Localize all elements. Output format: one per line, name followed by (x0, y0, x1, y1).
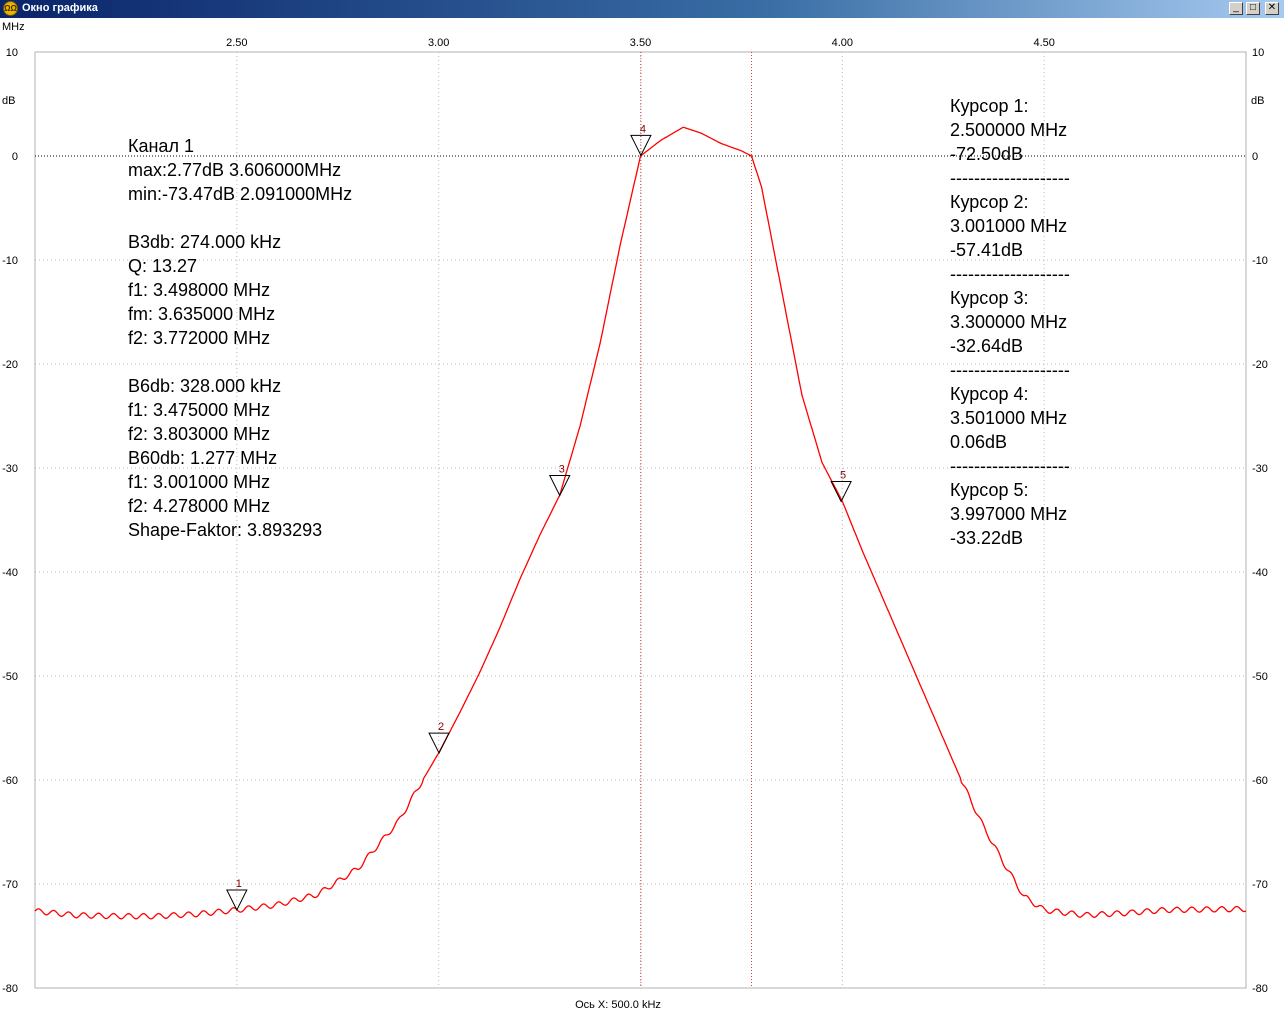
info-right-line: Курсор 1: (950, 96, 1029, 116)
info-right-line: 3.997000 MHz (950, 504, 1067, 524)
y-tick-label-left: -70 (2, 879, 18, 891)
y-unit-label-left: dB (2, 95, 15, 107)
cursor-marker-label: 2 (438, 721, 444, 733)
cursor-marker-label: 1 (236, 878, 242, 890)
info-left-line: min:-73.47dB 2.091000MHz (128, 184, 352, 204)
y-tick-label-right: -10 (1252, 255, 1268, 267)
info-panel: Канал 1 max:2.77dB 3.606000MHz min:-73.47d… (128, 96, 1070, 548)
x-tick-label: 4.50 (1033, 37, 1054, 49)
info-right-line: -------------------- (950, 360, 1070, 380)
info-left-line: f1: 3.475000 MHz (128, 400, 270, 420)
x-tick-label: 3.50 (630, 37, 651, 49)
y-tick-label-left: -10 (2, 255, 18, 267)
app-icon: ΩΩ (3, 1, 18, 16)
maximize-button[interactable]: □ (1246, 2, 1260, 15)
info-right-line: Курсор 3: (950, 288, 1029, 308)
cursor-marker-2[interactable]: 2 (428, 721, 450, 755)
cursor-marker-5[interactable]: 5 (830, 469, 852, 503)
cursor-marker-triangle (548, 474, 571, 497)
y-tick-label-right: -50 (1252, 671, 1268, 683)
info-right-line: -32.64dB (950, 336, 1023, 356)
cursor-marker-triangle (428, 732, 450, 755)
info-right-line: -33.22dB (950, 528, 1023, 548)
y-tick-label-right: -30 (1252, 463, 1268, 475)
y-tick-label-left: -30 (2, 463, 18, 475)
y-tick-label-left: -40 (2, 567, 18, 579)
info-left-line: Канал 1 (128, 136, 194, 156)
cursor-marker-label: 5 (840, 469, 846, 481)
y-tick-label-right: -80 (1252, 983, 1268, 995)
info-right-line: -------------------- (950, 264, 1070, 284)
y-tick-label-right: -60 (1252, 775, 1268, 787)
y-tick-label-left: 0 (12, 151, 18, 163)
info-right-line: -------------------- (950, 168, 1070, 188)
minimize-button[interactable]: _ (1229, 2, 1243, 15)
y-tick-label-left: -80 (2, 983, 18, 995)
grid (34, 51, 1247, 989)
markers-layer: 1 2 3 4 5 (226, 123, 852, 912)
x-tick-label: 2.50 (226, 37, 247, 49)
info-left-line: B60db: 1.277 MHz (128, 448, 277, 468)
info-right-line: -72.50dB (950, 144, 1023, 164)
axis-labels: 2.50 3.00 3.50 4.00 4.50 10 10 0 0 -10 -10 -20 -20 -3… (2, 21, 1268, 1011)
info-left-line: max:2.77dB 3.606000MHz (128, 160, 341, 180)
cursor-marker-1[interactable]: 1 (226, 878, 248, 912)
info-right-line: 3.501000 MHz (950, 408, 1067, 428)
y-tick-label-left: -20 (2, 359, 18, 371)
y-tick-label-right: 10 (1252, 47, 1264, 59)
window-title: Окно графика (22, 2, 98, 14)
info-left-line: f2: 4.278000 MHz (128, 496, 270, 516)
y-unit-label-right: dB (1251, 95, 1264, 107)
info-left-line: f1: 3.498000 MHz (128, 280, 270, 300)
info-left-line: f2: 3.772000 MHz (128, 328, 270, 348)
cursor-marker-4[interactable]: 4 (630, 123, 652, 157)
info-right-line: 0.06dB (950, 432, 1007, 452)
y-tick-label-left: 10 (6, 47, 18, 59)
info-right-line: 3.300000 MHz (950, 312, 1067, 332)
info-right-line: Курсор 5: (950, 480, 1029, 500)
info-left-line: Shape-Faktor: 3.893293 (128, 520, 322, 540)
info-right-line: -------------------- (950, 456, 1070, 476)
x-axis-label: Ось X: 500.0 kHz (575, 999, 661, 1011)
info-left-line: B3db: 274.000 kHz (128, 232, 281, 252)
info-left-line: f1: 3.001000 MHz (128, 472, 270, 492)
y-tick-label-right: 0 (1252, 151, 1258, 163)
y-tick-label-right: -20 (1252, 359, 1268, 371)
x-unit-label: MHz (2, 21, 25, 33)
y-tick-label-left: -50 (2, 671, 18, 683)
info-right-line: 3.001000 MHz (950, 216, 1067, 236)
y-tick-label-left: -60 (2, 775, 18, 787)
cursor-marker-label: 3 (559, 463, 565, 475)
chart-area[interactable]: 2.50 3.00 3.50 4.00 4.50 10 10 0 0 -10 -10 -20 -20 -3… (0, 18, 1284, 1024)
info-right-line: -57.41dB (950, 240, 1023, 260)
info-right-line: 2.500000 MHz (950, 120, 1067, 140)
info-right-line: Курсор 4: (950, 384, 1029, 404)
info-left-line: Q: 13.27 (128, 256, 197, 276)
y-tick-label-right: -70 (1252, 879, 1268, 891)
x-tick-label: 4.00 (832, 37, 853, 49)
cursor-marker-3[interactable]: 3 (548, 463, 571, 497)
info-left-line: B6db: 328.000 kHz (128, 376, 281, 396)
cursor-marker-triangle (830, 480, 852, 503)
cursor-marker-triangle (226, 889, 248, 912)
title-bar: ΩΩ Окно графика _ □ ✕ (0, 0, 1284, 18)
cursor-marker-triangle (630, 134, 652, 157)
info-left-line: fm: 3.635000 MHz (128, 304, 275, 324)
x-tick-label: 3.00 (428, 37, 449, 49)
info-right-line: Курсор 2: (950, 192, 1029, 212)
cursor-marker-label: 4 (640, 123, 646, 135)
y-tick-label-right: -40 (1252, 567, 1268, 579)
info-left-line: f2: 3.803000 MHz (128, 424, 270, 444)
close-button[interactable]: ✕ (1265, 2, 1279, 15)
